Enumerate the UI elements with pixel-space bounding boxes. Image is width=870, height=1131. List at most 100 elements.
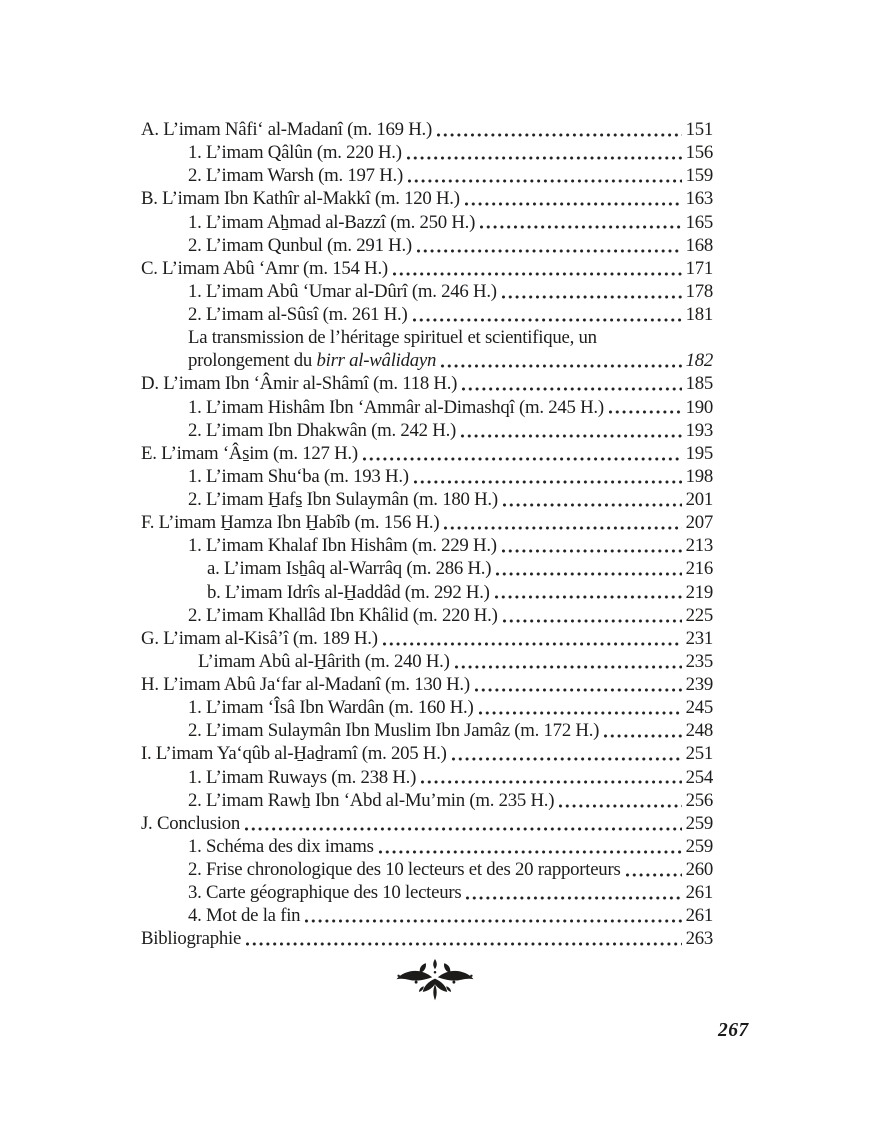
toc-entry: 2. L’imam Ibn Dhakwân (m. 242 H.) 193 <box>141 419 713 442</box>
toc-entry-page: 195 <box>685 442 713 464</box>
toc-entry-label: 1. L’imam ‘Îsâ Ibn Wardân (m. 160 H.) <box>188 697 474 719</box>
dot-leader <box>362 456 682 461</box>
toc-entry: J. Conclusion 259 <box>141 812 713 835</box>
toc-entry-page: 156 <box>685 142 713 164</box>
toc-entry-page: 259 <box>685 812 713 834</box>
toc-entry-page: 159 <box>685 165 713 187</box>
toc-entry-page: 231 <box>685 627 713 649</box>
toc-entry-page: 251 <box>685 743 713 765</box>
toc-entry-page: 213 <box>685 535 713 557</box>
toc-entry-label-italic: birr al-wâlidayn <box>316 350 437 372</box>
dot-leader <box>454 664 682 669</box>
toc-entry: a. L’imam Isẖâq al-Warrâq (m. 286 H.) 21… <box>141 557 713 580</box>
dot-leader <box>608 410 682 415</box>
dot-leader <box>502 502 682 507</box>
toc-entry: 2. L’imam Rawẖ Ibn ‘Abd al-Mu’min (m. 2… <box>141 789 713 812</box>
dot-leader <box>444 526 682 531</box>
toc-entry-page: 256 <box>685 789 713 811</box>
toc-entry: F. L’imam H̱amza Ibn H̱abîb (m. 156 H.) 2… <box>141 511 713 534</box>
toc-entry-label: La transmission de l’héritage spirituel … <box>188 327 597 349</box>
toc-entry: prolongement du birr al-wâlidayn 182 <box>141 349 713 372</box>
toc-entry: 2. L’imam H̱afs̱ Ibn Sulaymân (m. 180 H.… <box>141 488 713 511</box>
toc-entry-label: H. L’imam Abû Ja‘far al-Madanî (m. 130 H… <box>141 674 470 695</box>
toc-entry: L’imam Abû al-H̱ârith (m. 240 H.) 235 <box>141 650 713 673</box>
toc-entry: 1. L’imam Ruways (m. 238 H.) 254 <box>141 766 713 789</box>
toc-entry: E. L’imam ‘Âs̱im (m. 127 H.) 195 <box>141 442 713 465</box>
dot-leader <box>421 780 682 785</box>
dot-leader <box>408 179 682 184</box>
toc-entry-label: 2. L’imam al-Sûsî (m. 261 H.) <box>188 304 408 325</box>
toc-entry-page: 171 <box>685 257 713 279</box>
toc-entry-label: 2. L’imam Warsh (m. 197 H.) <box>188 165 404 187</box>
toc-entry-page: 219 <box>685 581 713 603</box>
dot-leader <box>412 317 682 322</box>
toc-entry-label: 1. L’imam Hishâm Ibn ‘Ammâr al-Dimashqî … <box>188 396 604 418</box>
toc-entry-page: 151 <box>685 119 713 140</box>
toc-entry-label: L’imam Abû al-H̱ârith (m. 240 H.) <box>198 650 450 672</box>
toc-entry-label: E. L’imam ‘Âs̱im (m. 127 H.) <box>141 442 358 464</box>
folio-page-number: 267 <box>718 1020 749 1041</box>
toc-entry-page: 182 <box>685 350 713 372</box>
toc-entry-label: 1. L’imam Aẖmad al-Bazzî (m. 250 H.) <box>188 211 476 233</box>
toc-entry-label: Bibliographie <box>141 928 242 950</box>
toc-entry-page: 235 <box>685 650 713 672</box>
toc-entry-label: 4. Mot de la fin <box>188 905 301 927</box>
toc-entry: B. L’imam Ibn Kathîr al-Makkî (m. 120 H.… <box>141 187 713 210</box>
toc-entry-label: a. L’imam Isẖâq al-Warrâq (m. 286 H.) <box>207 558 492 580</box>
dot-leader <box>416 248 682 253</box>
toc-entry-page: 207 <box>685 512 713 534</box>
toc-entry-label: G. L’imam al-Kisâ’î (m. 189 H.) <box>141 627 378 649</box>
dot-leader <box>451 757 682 762</box>
toc-entry: A. L’imam Nâfi‘ al-Madanî (m. 169 H.) 151 <box>141 118 713 141</box>
toc-entry: C. L’imam Abû ‘Amr (m. 154 H.) 171 <box>141 257 713 280</box>
dot-leader <box>466 896 682 901</box>
toc-entry-page: 260 <box>685 859 713 880</box>
toc-entry-page: 245 <box>685 697 713 719</box>
toc-entry-label: 1. Schéma des dix imams <box>188 835 374 857</box>
fleuron-icon <box>396 959 474 1001</box>
dot-leader <box>246 942 682 947</box>
dot-leader <box>478 711 682 716</box>
dot-leader <box>501 294 682 299</box>
toc-entry-page: 198 <box>685 465 713 487</box>
dot-leader <box>464 202 682 207</box>
dot-leader <box>462 387 682 392</box>
dot-leader <box>480 225 682 230</box>
dot-leader <box>437 132 682 137</box>
toc-entry: 1. L’imam ‘Îsâ Ibn Wardân (m. 160 H.) 245 <box>141 696 713 719</box>
toc-entry: D. L’imam Ibn ‘Âmir al-Shâmî (m. 118 H.)… <box>141 372 713 395</box>
toc-list: A. L’imam Nâfi‘ al-Madanî (m. 169 H.) 151… <box>141 118 713 951</box>
toc-entry-label: 1. L’imam Khalaf Ibn Hishâm (m. 229 H.) <box>188 535 497 557</box>
toc-entry-page: 168 <box>685 234 713 256</box>
dot-leader <box>392 271 682 276</box>
toc-entry-page: 239 <box>685 674 713 695</box>
toc-entry-page: 259 <box>685 835 713 857</box>
toc-entry-label: J. Conclusion <box>141 812 241 834</box>
toc-entry: 1. L’imam Abû ‘Umar al-Dûrî (m. 246 H.) 1… <box>141 280 713 303</box>
toc-entry-label: 2. L’imam Qunbul (m. 291 H.) <box>188 234 412 256</box>
toc-entry: b. L’imam Idrîs al-H̱addâd (m. 292 H.) 21… <box>141 581 713 604</box>
toc-entry-label: b. L’imam Idrîs al-H̱addâd (m. 292 H.) <box>207 581 490 603</box>
dot-leader <box>496 572 682 577</box>
toc-entry-page: 248 <box>685 720 713 742</box>
toc-entry-label: 1. L’imam Ruways (m. 238 H.) <box>188 766 417 788</box>
toc-entry: 1. L’imam Hishâm Ibn ‘Ammâr al-Dimashqî … <box>141 396 713 419</box>
toc-entry-page: 216 <box>685 558 713 580</box>
toc-entry-label: 2. L’imam Rawẖ Ibn ‘Abd al-Mu’min (m. 2… <box>188 789 555 811</box>
dot-leader <box>382 641 682 646</box>
toc-entry-page: 185 <box>685 373 713 395</box>
toc-entry-label: C. L’imam Abû ‘Amr (m. 154 H.) <box>141 257 388 279</box>
dot-leader <box>441 364 682 369</box>
toc-entry: 4. Mot de la fin 261 <box>141 904 713 927</box>
table-of-contents: A. L’imam Nâfi‘ al-Madanî (m. 169 H.) 151… <box>141 118 713 951</box>
toc-entry: La transmission de l’héritage spirituel … <box>141 326 713 349</box>
fleuron-ornament <box>393 956 477 1004</box>
toc-entry-label: I. L’imam Ya‘qûb al-H̱aḏramî (m. 205 H.… <box>141 743 447 765</box>
toc-entry-label: 2. Frise chronologique des 10 lecteurs e… <box>188 859 621 880</box>
toc-entry-label: 3. Carte géographique des 10 lecteurs <box>188 882 462 904</box>
dot-leader <box>501 549 682 554</box>
toc-entry-label: prolongement du birr al-wâlidayn <box>188 349 436 372</box>
toc-entry-label: 2. L’imam H̱afs̱ Ibn Sulaymân (m. 180 H.… <box>188 489 498 510</box>
toc-entry-page: 190 <box>685 396 713 418</box>
toc-entry-label: 2. L’imam Sulaymân Ibn Muslim Ibn Jamâz … <box>188 720 600 742</box>
